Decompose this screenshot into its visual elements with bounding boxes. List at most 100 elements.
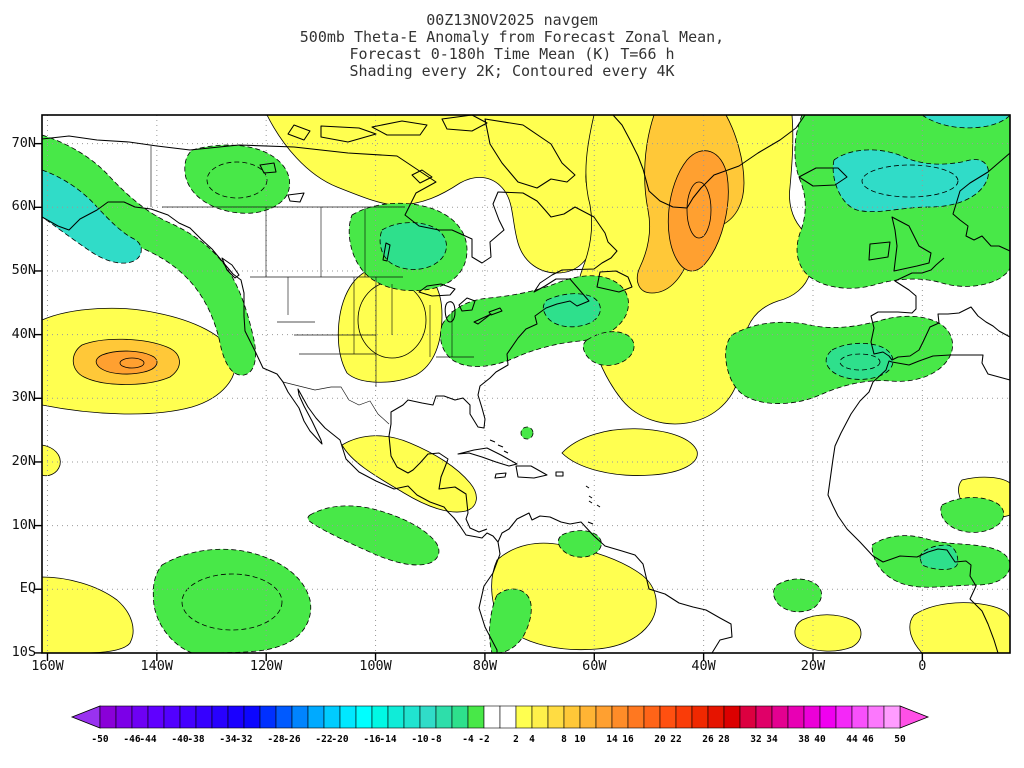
coastline-south-america-east xyxy=(497,512,733,654)
colorbar-label: -34 xyxy=(219,734,236,745)
shading-layer xyxy=(41,114,1011,654)
anomaly-negative-sahel xyxy=(940,497,1005,533)
contour-pacific-inner xyxy=(119,357,145,369)
border-provinces xyxy=(265,207,366,277)
colorbar-segment xyxy=(275,705,293,729)
anomaly-negative-gulf-of-alaska-core xyxy=(41,169,142,264)
anomaly-positive-gulf-of-guinea xyxy=(909,602,1011,654)
map-frame xyxy=(41,114,1011,654)
coastline-norway-denmark xyxy=(952,152,1011,252)
colorbar-label: 28 xyxy=(718,734,730,745)
lake-winnipeg xyxy=(382,242,391,262)
lon-label: 160W xyxy=(31,658,64,674)
colorbar-segment xyxy=(579,705,597,729)
lat-label: 30N xyxy=(11,389,36,406)
coastline-north-america-west xyxy=(41,201,501,653)
lon-label: 100W xyxy=(359,658,392,674)
border-states-east xyxy=(429,305,474,358)
coastline-puerto-rico xyxy=(555,471,564,477)
colorbar-segment xyxy=(227,705,245,729)
colorbar-segment xyxy=(723,705,741,729)
colorbar-segment xyxy=(595,705,613,729)
colorbar-segment xyxy=(259,705,277,729)
lat-label: 60N xyxy=(11,198,36,215)
title-line-3: Forecast 0-180h Time Mean (K) T=66 h xyxy=(349,45,675,63)
coastline-devon-island xyxy=(371,120,428,136)
colorbar-label: -20 xyxy=(331,734,348,745)
coastline-cuba xyxy=(457,447,518,467)
colorbar-label: -32 xyxy=(235,734,252,745)
lat-label: 50N xyxy=(11,261,36,278)
colorbar-segment xyxy=(659,705,677,729)
colorbar-label: 44 xyxy=(846,734,858,745)
lon-label: 80W xyxy=(472,658,498,674)
lake-huron xyxy=(458,297,476,312)
anomaly-negative-peru xyxy=(489,588,532,654)
colorbar-segment xyxy=(131,705,149,729)
colorbar-segment xyxy=(739,705,757,729)
colorbar-segment xyxy=(99,705,117,729)
colorbar-segment xyxy=(707,705,725,729)
colorbar-segment xyxy=(419,705,437,729)
border-us-mexico xyxy=(282,381,390,425)
coastline-hispaniola xyxy=(515,465,548,479)
colorbar-label: 4 xyxy=(529,734,535,745)
lake-superior xyxy=(418,283,456,297)
lat-label: EQ xyxy=(19,580,36,597)
border-states-west xyxy=(277,277,393,387)
contour-nw-canada-inner xyxy=(206,161,268,199)
colorbar-label: 20 xyxy=(654,734,666,745)
anomaly-positive-pacific-core2 xyxy=(95,350,158,375)
anomaly-negative-iberia-core xyxy=(825,342,894,380)
colorbar-segment xyxy=(531,705,549,729)
anomaly-negative-mid-atlantic xyxy=(773,578,822,613)
colorbar-segment xyxy=(547,705,565,729)
colorbar-label: 32 xyxy=(750,734,761,745)
contour-central-pacific-inner xyxy=(181,573,283,631)
contour-iberia-inner xyxy=(839,353,881,371)
coastline-lesser-antilles xyxy=(585,485,601,525)
colorbar-label: 10 xyxy=(574,734,586,745)
colorbar-segment xyxy=(211,705,229,729)
anomaly-negative-topright-cap xyxy=(920,114,1011,129)
colorbar-segment xyxy=(339,705,357,729)
lake-michigan xyxy=(444,301,456,323)
colorbar-label: -38 xyxy=(187,734,204,745)
colorbar-segment xyxy=(883,705,901,729)
lon-label: 60W xyxy=(582,658,607,674)
coastline-vancouver-island xyxy=(221,257,240,279)
colorbar-label: 50 xyxy=(894,734,906,745)
title-line-2: 500mb Theta-E Anomaly from Forecast Zona… xyxy=(299,28,725,46)
coastline-great-britain xyxy=(891,216,932,272)
colorbar-label: -4 xyxy=(462,734,474,745)
colorbar-segment xyxy=(755,705,773,729)
colorbar-segment xyxy=(355,705,373,729)
anomaly-negative-venezuela xyxy=(557,530,602,558)
coastline-newfoundland xyxy=(596,270,633,293)
colorbar-segment xyxy=(515,705,533,729)
lat-label: 40N xyxy=(11,325,36,342)
colorbar-label: -40 xyxy=(171,734,188,745)
colorbar-label: 46 xyxy=(862,734,874,745)
coastline-banks-island xyxy=(287,124,311,141)
colorbar-right-arrow xyxy=(899,705,930,729)
colorbar-segment xyxy=(835,705,853,729)
coastline-baffin-island xyxy=(484,118,576,189)
colorbar-segment xyxy=(467,705,485,729)
anomaly-negative-nw-canada xyxy=(184,144,291,214)
colorbar-segment xyxy=(403,705,421,729)
anomaly-negative-west-atlantic xyxy=(582,331,635,366)
anomaly-positive-subtropical-atlantic xyxy=(561,428,698,476)
anomaly-negative-iceland-core xyxy=(832,149,989,213)
colorbar-segment xyxy=(179,705,197,729)
colorbar-label: 40 xyxy=(814,734,826,745)
colorbar: -50 -46-44 -40-38 -34-32 -28-26 -22-20 -16-14-… xyxy=(70,705,930,745)
colorbar-label: -46 xyxy=(123,734,140,745)
colorbar-segment xyxy=(691,705,709,729)
title-line-4: Shading every 2K; Contoured every 4K xyxy=(349,62,675,80)
colorbar-segment xyxy=(627,705,645,729)
colorbar-label: 2 xyxy=(513,734,519,745)
colorbar-segment xyxy=(387,705,405,729)
colorbar-segment xyxy=(291,705,309,729)
